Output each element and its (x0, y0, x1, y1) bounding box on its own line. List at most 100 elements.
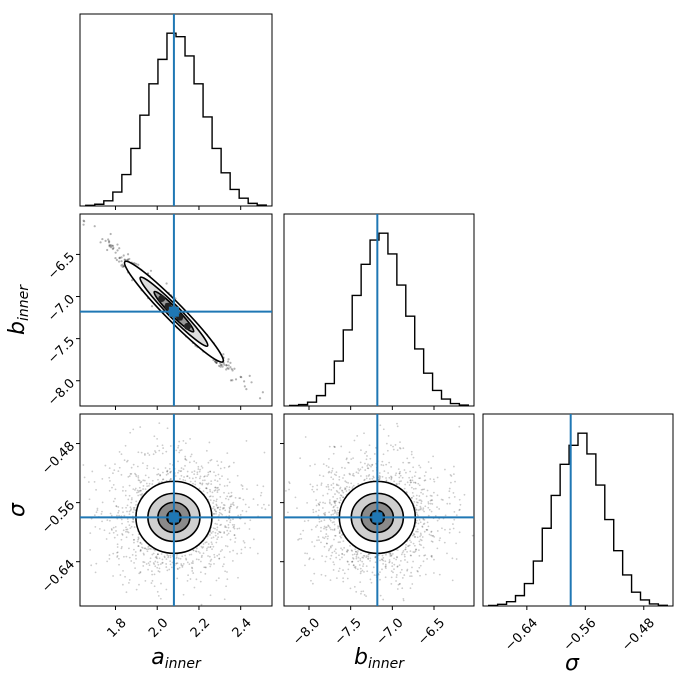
sample-point (180, 467, 183, 469)
sample-point (215, 512, 217, 515)
sample-point (417, 509, 420, 512)
sample-point (419, 564, 422, 567)
sample-point (159, 597, 162, 600)
sample-point (352, 557, 354, 559)
sample-point (101, 237, 104, 241)
sample-point (419, 477, 422, 480)
sample-point (166, 469, 169, 472)
sample-point (411, 479, 414, 482)
sample-point (267, 504, 270, 507)
sample-point (429, 494, 432, 497)
sample-point (426, 558, 428, 560)
sample-point (453, 510, 456, 513)
sample-point (193, 460, 196, 463)
sample-point (146, 485, 149, 488)
sample-point (191, 560, 194, 563)
sample-point (436, 506, 438, 509)
sample-point (369, 578, 372, 581)
sample-point (125, 555, 128, 558)
x-tick-label: −6.5 (415, 616, 448, 649)
sample-point (222, 563, 225, 566)
sample-point (147, 476, 150, 479)
sample-point (110, 514, 113, 517)
sample-point (451, 579, 454, 582)
sample-point (232, 504, 235, 507)
sample-point (188, 461, 191, 464)
sample-point (308, 557, 311, 559)
sample-point (139, 541, 142, 544)
sample-point (337, 527, 340, 529)
sample-point (231, 379, 234, 382)
sample-point (322, 463, 325, 466)
sample-point (198, 487, 201, 490)
sample-point (288, 488, 290, 491)
sample-point (109, 232, 112, 236)
sample-point (432, 455, 435, 458)
sample-point (184, 457, 187, 460)
sample-point (321, 555, 324, 557)
sample-point (362, 554, 365, 557)
sample-point (250, 381, 253, 384)
x-tick-label: −7.5 (332, 616, 365, 649)
sample-point (120, 453, 123, 456)
sample-point (232, 461, 235, 464)
sample-point (142, 479, 145, 482)
sample-point (448, 531, 451, 534)
sample-point (240, 376, 243, 379)
sample-point (330, 513, 333, 516)
sample-point (351, 560, 354, 563)
sample-point (325, 464, 328, 467)
sample-point (196, 473, 199, 476)
sample-point (412, 560, 414, 563)
sample-point (320, 541, 322, 544)
sample-point (316, 484, 319, 487)
sample-point (242, 498, 245, 501)
sample-point (327, 471, 330, 474)
sample-point (405, 543, 407, 546)
sample-point (446, 502, 449, 505)
sample-point (315, 499, 318, 501)
sample-point (143, 553, 145, 556)
sample-point (345, 485, 348, 488)
sample-point (458, 509, 461, 511)
sample-point (344, 487, 346, 489)
sample-point (248, 528, 251, 530)
sample-point (158, 567, 161, 570)
sample-point (133, 262, 136, 265)
sample-point (423, 522, 426, 525)
sample-point (148, 482, 151, 485)
sample-point (318, 509, 320, 512)
sample-point (384, 560, 387, 563)
sample-point (413, 500, 416, 503)
panel-hist-b-inner (283, 213, 475, 407)
sample-point (177, 444, 180, 447)
sample-point (342, 496, 344, 499)
sample-point (175, 562, 177, 565)
sample-point (129, 473, 132, 475)
sample-point (126, 459, 129, 462)
sample-point (112, 531, 115, 534)
sample-point (425, 495, 428, 498)
sample-point (130, 560, 133, 562)
sample-point (332, 569, 335, 571)
sample-point (436, 547, 439, 550)
sample-point (363, 554, 366, 557)
sample-point (408, 544, 411, 547)
sample-point (358, 469, 361, 472)
sample-point (398, 472, 401, 475)
sample-point (335, 552, 338, 555)
sample-point (412, 532, 415, 535)
sample-point (410, 453, 413, 456)
sample-point (207, 471, 210, 474)
sample-point (137, 263, 140, 266)
sample-point (215, 361, 218, 364)
sample-point (83, 220, 86, 223)
sample-point (330, 488, 333, 491)
sample-point (263, 451, 266, 454)
sample-point (424, 479, 427, 482)
sample-point (151, 570, 153, 573)
sample-point (223, 504, 226, 507)
sample-point (403, 555, 406, 558)
sample-point (123, 258, 126, 261)
sample-point (373, 574, 376, 577)
